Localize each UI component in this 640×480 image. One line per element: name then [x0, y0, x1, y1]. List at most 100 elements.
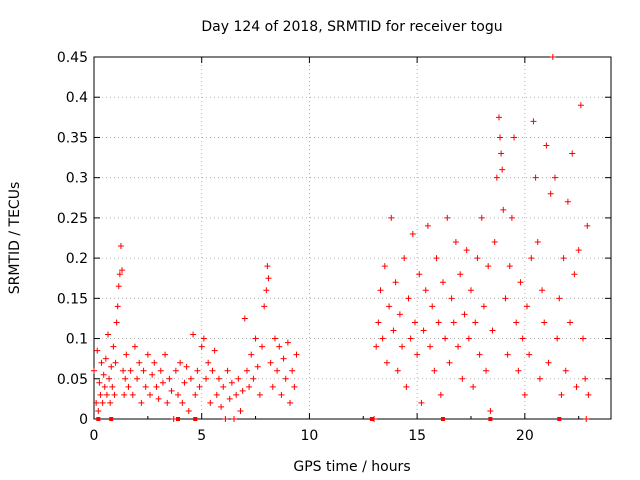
data-point [121, 391, 128, 398]
data-point [394, 367, 401, 374]
data-point [435, 319, 442, 326]
data-point [220, 383, 227, 390]
data-point [203, 375, 210, 382]
data-point [190, 331, 197, 338]
y-tick-label: 0 [79, 412, 88, 428]
data-point [455, 343, 462, 350]
data-point [215, 375, 222, 382]
data-point [117, 243, 124, 250]
data-point [470, 383, 477, 390]
data-point [439, 279, 446, 286]
data-point [452, 239, 459, 246]
data-point [373, 343, 380, 350]
data-point [403, 383, 410, 390]
data-point [138, 399, 145, 406]
data-point [515, 367, 522, 374]
data-point [526, 351, 533, 358]
data-point [465, 335, 472, 342]
data-point [125, 383, 132, 390]
data-point [405, 295, 412, 302]
data-point [569, 150, 576, 157]
data-point [222, 416, 229, 422]
data-point [523, 303, 530, 310]
data-point [149, 371, 156, 378]
data-point [291, 383, 298, 390]
data-point [233, 391, 240, 398]
data-point [239, 387, 246, 394]
data-point [577, 102, 584, 109]
axis-marker [488, 417, 493, 421]
chart-title: Day 124 of 2018, SRMTID for receiver tog… [201, 19, 502, 35]
data-point [575, 247, 582, 254]
data-point [485, 263, 492, 270]
data-point [116, 271, 123, 278]
data-point [111, 391, 118, 398]
data-point [278, 391, 285, 398]
y-axis-label: SRMTID / TECUs [7, 182, 23, 295]
data-point [583, 416, 590, 422]
y-tick-label: 0.05 [57, 372, 88, 388]
data-point [207, 399, 214, 406]
data-point [521, 391, 528, 398]
axis-marker [109, 417, 114, 421]
x-tick-label: 15 [408, 428, 426, 444]
data-point [136, 359, 143, 366]
data-point [252, 335, 259, 342]
data-point [172, 367, 179, 374]
data-point [115, 283, 122, 290]
data-point [103, 391, 110, 398]
data-point [422, 287, 429, 294]
data-point [502, 295, 509, 302]
data-point [381, 263, 388, 270]
data-point [446, 359, 453, 366]
data-point [243, 367, 250, 374]
axis-marker [440, 417, 445, 421]
data-point [231, 416, 238, 422]
data-point [437, 391, 444, 398]
axis-marker [176, 417, 181, 421]
data-point [179, 399, 186, 406]
data-point [511, 134, 518, 141]
x-tick-label: 10 [301, 428, 319, 444]
data-point [539, 287, 546, 294]
x-tick-label: 20 [516, 428, 534, 444]
data-point [584, 222, 591, 229]
data-point [506, 263, 513, 270]
data-point [114, 303, 121, 310]
data-point [530, 118, 537, 125]
data-point [119, 267, 126, 274]
data-point [153, 383, 160, 390]
y-tick-label: 0.15 [57, 291, 88, 307]
grid [94, 57, 611, 419]
data-point [175, 391, 182, 398]
data-point [218, 403, 225, 410]
data-point [467, 287, 474, 294]
data-point [200, 335, 207, 342]
data-point [106, 375, 113, 382]
y-tick-label: 0.1 [66, 332, 88, 348]
data-point [442, 335, 449, 342]
data-point [433, 255, 440, 262]
data-point [98, 359, 105, 366]
data-point [276, 343, 283, 350]
data-point [108, 363, 115, 370]
y-tick-label: 0.4 [66, 90, 88, 106]
data-point [377, 287, 384, 294]
data-point [459, 375, 466, 382]
data-point [554, 335, 561, 342]
data-point [94, 347, 101, 354]
data-point [183, 363, 190, 370]
data-point [427, 343, 434, 350]
data-point [113, 319, 120, 326]
data-point [582, 375, 589, 382]
data-point [205, 359, 212, 366]
data-point [177, 359, 184, 366]
data-point [107, 399, 114, 406]
data-point [463, 247, 470, 254]
data-point [289, 367, 296, 374]
data-point [282, 375, 289, 382]
data-point [264, 263, 271, 270]
data-point [567, 319, 574, 326]
data-point [123, 351, 130, 358]
